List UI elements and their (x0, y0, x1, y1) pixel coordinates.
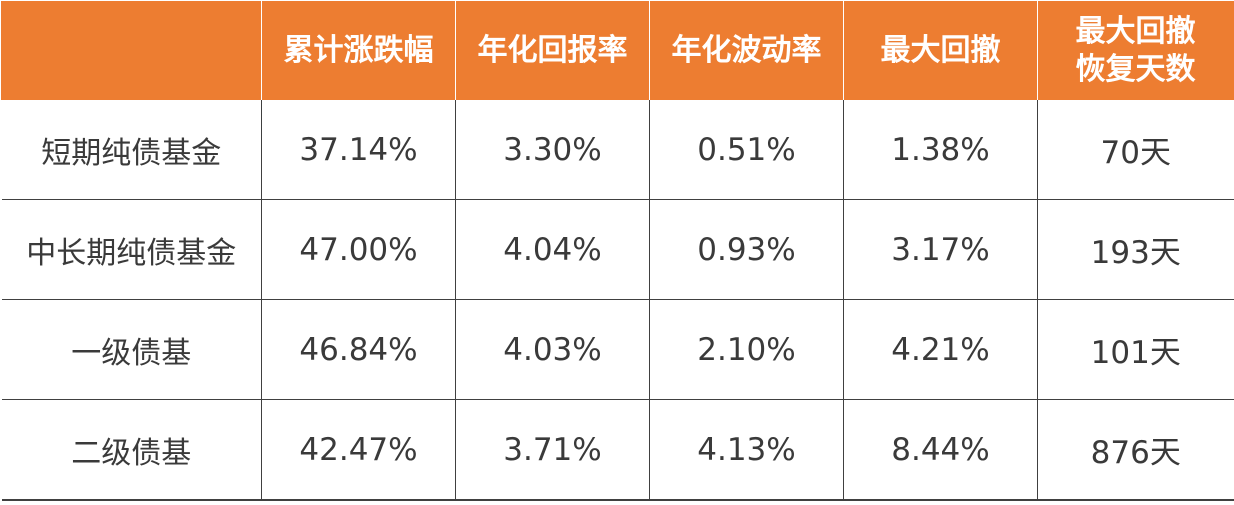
header-cell-annualized-volatility: 年化波动率 (649, 1, 844, 100)
table-row: 短期纯债基金 37.14% 3.30% 0.51% 1.38% 70天 (1, 100, 1234, 200)
cumulative-change-cell: 47.00% (261, 199, 456, 300)
header-cell-max-drawdown: 最大回撤 (843, 1, 1038, 100)
cumulative-change-cell: 37.14% (261, 100, 456, 200)
max-drawdown-cell: 3.17% (843, 199, 1038, 300)
annualized-volatility-cell: 2.10% (649, 299, 844, 400)
header-cell-empty (1, 1, 262, 100)
row-label: 中长期纯债基金 (1, 199, 262, 300)
header-cell-cumulative-change: 累计涨跌幅 (261, 1, 456, 100)
annualized-volatility-cell: 0.93% (649, 199, 844, 300)
table-row: 一级债基 46.84% 4.03% 2.10% 4.21% 101天 (1, 299, 1234, 400)
annualized-volatility-cell: 4.13% (649, 399, 844, 501)
recovery-days-cell: 70天 (1037, 100, 1234, 200)
row-label: 二级债基 (1, 399, 262, 501)
max-drawdown-cell: 4.21% (843, 299, 1038, 400)
recovery-days-cell: 193天 (1037, 199, 1234, 300)
annualized-return-cell: 3.30% (455, 100, 650, 200)
recovery-days-cell: 101天 (1037, 299, 1234, 400)
annualized-return-cell: 4.03% (455, 299, 650, 400)
recovery-days-cell: 876天 (1037, 399, 1234, 501)
header-cell-recovery-days: 最大回撤 恢复天数 (1037, 1, 1234, 100)
annualized-return-cell: 4.04% (455, 199, 650, 300)
table-row: 二级债基 42.47% 3.71% 4.13% 8.44% 876天 (1, 399, 1234, 501)
table-row: 中长期纯债基金 47.00% 4.04% 0.93% 3.17% 193天 (1, 199, 1234, 300)
header-row: 累计涨跌幅 年化回报率 年化波动率 最大回撤 最大回撤 恢复天数 (1, 1, 1234, 100)
max-drawdown-cell: 8.44% (843, 399, 1038, 501)
header-cell-annualized-return: 年化回报率 (455, 1, 650, 100)
annualized-volatility-cell: 0.51% (649, 100, 844, 200)
cumulative-change-cell: 42.47% (261, 399, 456, 501)
annualized-return-cell: 3.71% (455, 399, 650, 501)
max-drawdown-cell: 1.38% (843, 100, 1038, 200)
row-label: 短期纯债基金 (1, 100, 262, 200)
cumulative-change-cell: 46.84% (261, 299, 456, 400)
row-label: 一级债基 (1, 299, 262, 400)
